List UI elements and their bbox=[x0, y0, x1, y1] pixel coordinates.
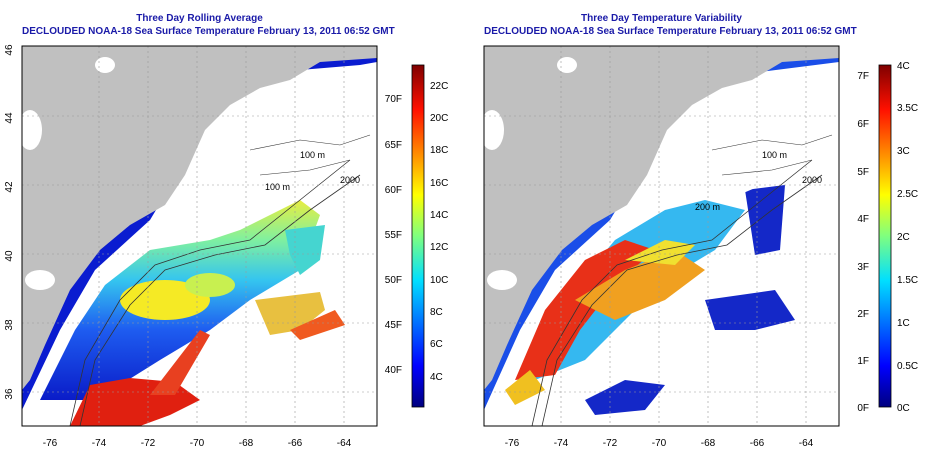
right-variability-map: 100 m 2000 200 m -76 -74 -72 -70 -68 -66… bbox=[475, 44, 918, 449]
contour-label: 2000 bbox=[340, 175, 360, 185]
colorbar-f-label: 4F bbox=[857, 214, 869, 225]
colorbar-c-label: 3.5C bbox=[897, 103, 918, 114]
colorbar-c-label: 20C bbox=[430, 113, 448, 124]
colorbar-c-label: 22C bbox=[430, 81, 448, 92]
colorbar-f-label: 65F bbox=[385, 140, 402, 151]
colorbar-c-label: 18C bbox=[430, 145, 448, 156]
colorbar-c-label: 10C bbox=[430, 275, 448, 286]
colorbar-c-label: 2.5C bbox=[897, 189, 918, 200]
colorbar-f-label: 0F bbox=[857, 403, 869, 414]
colorbar-f-label: 6F bbox=[857, 119, 869, 130]
y-tick-label: 46 bbox=[4, 44, 15, 56]
y-tick-label: 44 bbox=[475, 112, 477, 124]
y-tick-label: 40 bbox=[475, 250, 477, 262]
contour-label: 200 m bbox=[695, 202, 720, 212]
colorbar-c-label: 2C bbox=[897, 232, 910, 243]
colorbar-f-label: 1F bbox=[857, 356, 869, 367]
colorbar-c-label: 12C bbox=[430, 242, 448, 253]
x-tick-label: -66 bbox=[288, 438, 303, 449]
colorbar-f-label: 60F bbox=[385, 185, 402, 196]
colorbar-c-label: 1.5C bbox=[897, 275, 918, 286]
colorbar-f-label: 40F bbox=[385, 365, 402, 376]
variability-colorbar bbox=[878, 64, 892, 408]
land-mass bbox=[22, 46, 377, 390]
colorbar-c-label: 6C bbox=[430, 339, 443, 350]
colorbar-f-label: 5F bbox=[857, 167, 869, 178]
land-mass bbox=[484, 46, 839, 390]
colorbar-f-label: 55F bbox=[385, 230, 402, 241]
right-map-subtitle: DECLOUDED NOAA-18 Sea Surface Temperatur… bbox=[484, 26, 857, 37]
right-map-title: Three Day Temperature Variability bbox=[581, 13, 742, 24]
colorbar-c-label: 1C bbox=[897, 318, 910, 329]
y-tick-label: 42 bbox=[475, 181, 477, 193]
colorbar-c-label: 4C bbox=[897, 61, 910, 72]
contour-label: 100 m bbox=[300, 150, 325, 160]
colorbar-f-label: 70F bbox=[385, 94, 402, 105]
colorbar-c-label: 3C bbox=[897, 146, 910, 157]
colorbar-c-label: 0C bbox=[897, 403, 910, 414]
x-tick-label: -74 bbox=[92, 438, 107, 449]
left-sst-map: 100 m 2000 100 m -76 -74 -72 -70 -68 -66… bbox=[4, 44, 448, 449]
x-tick-label: -76 bbox=[43, 438, 58, 449]
y-tick-label: 38 bbox=[4, 319, 15, 331]
x-tick-label: -72 bbox=[603, 438, 618, 449]
colorbar-f-label: 2F bbox=[857, 309, 869, 320]
x-tick-label: -70 bbox=[652, 438, 667, 449]
colorbar-f-label: 50F bbox=[385, 275, 402, 286]
colorbar-c-label: 8C bbox=[430, 307, 443, 318]
colorbar-c-label: 16C bbox=[430, 178, 448, 189]
contour-label: 100 m bbox=[265, 182, 290, 192]
x-tick-label: -64 bbox=[337, 438, 352, 449]
contour-label: 100 m bbox=[762, 150, 787, 160]
x-tick-label: -68 bbox=[239, 438, 254, 449]
x-tick-label: -76 bbox=[505, 438, 520, 449]
left-map-title: Three Day Rolling Average bbox=[136, 13, 263, 24]
y-tick-label: 40 bbox=[4, 250, 15, 262]
sst-colorbar bbox=[411, 64, 425, 408]
x-tick-label: -68 bbox=[701, 438, 716, 449]
y-tick-label: 44 bbox=[4, 112, 15, 124]
x-tick-label: -72 bbox=[141, 438, 156, 449]
contour-label: 2000 bbox=[802, 175, 822, 185]
x-tick-label: -74 bbox=[554, 438, 569, 449]
x-tick-label: -64 bbox=[799, 438, 814, 449]
colorbar-f-label: 3F bbox=[857, 262, 869, 273]
y-tick-label: 46 bbox=[475, 44, 477, 56]
x-tick-label: -70 bbox=[190, 438, 205, 449]
colorbar-c-label: 0.5C bbox=[897, 361, 918, 372]
colorbar-c-label: 4C bbox=[430, 372, 443, 383]
y-tick-label: 36 bbox=[475, 388, 477, 400]
x-tick-label: -66 bbox=[750, 438, 765, 449]
colorbar-f-label: 7F bbox=[857, 71, 869, 82]
colorbar-c-label: 14C bbox=[430, 210, 448, 221]
y-tick-label: 42 bbox=[4, 181, 15, 193]
y-tick-label: 36 bbox=[4, 388, 15, 400]
left-map-subtitle: DECLOUDED NOAA-18 Sea Surface Temperatur… bbox=[22, 26, 395, 37]
colorbar-f-label: 45F bbox=[385, 320, 402, 331]
y-tick-label: 38 bbox=[475, 319, 477, 331]
